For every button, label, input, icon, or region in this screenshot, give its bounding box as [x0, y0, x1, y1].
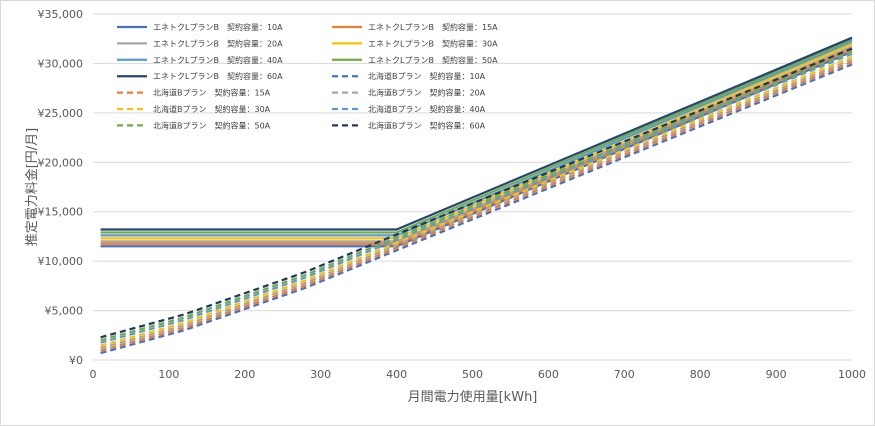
legend-label: 北海道Bプラン 契約容量：30A — [153, 104, 271, 114]
legend-label: 北海道Bプラン 契約容量：20A — [368, 88, 486, 98]
x-tick-label: 700 — [614, 368, 635, 381]
legend-label: 北海道Bプラン 契約容量：60A — [368, 120, 486, 130]
legend-label: 北海道Bプラン 契約容量：50A — [153, 120, 271, 130]
legend-label: 北海道Bプラン 契約容量：10A — [368, 71, 486, 81]
x-tick-label: 300 — [310, 368, 331, 381]
series-line-6 — [100, 36, 853, 231]
x-tick-label: 900 — [766, 368, 787, 381]
legend-label: エネトクLプランB 契約容量：50A — [368, 55, 498, 65]
series-line-9 — [100, 58, 853, 350]
series-line-10 — [100, 55, 853, 347]
y-tick-label: ¥35,000 — [38, 8, 84, 21]
x-tick-labels: 0 100 200 300 400 500 600 700 800 900 1000 — [90, 368, 867, 381]
legend-label: 北海道Bプラン 契約容量：40A — [368, 104, 486, 114]
x-tick-label: 1000 — [838, 368, 866, 381]
series-line-13 — [100, 47, 853, 339]
y-tick-label: ¥10,000 — [38, 255, 84, 268]
x-tick-label: 800 — [690, 368, 711, 381]
legend-label: エネトクLプランB 契約容量：60A — [153, 71, 283, 81]
y-tick-label: ¥0 — [69, 354, 83, 367]
legend-label: エネトクLプランB 契約容量：10A — [153, 22, 283, 32]
x-tick-label: 100 — [158, 368, 179, 381]
legend-label: エネトクLプランB 契約容量：15A — [368, 22, 498, 32]
x-tick-label: 0 — [90, 368, 97, 381]
legend-label: エネトクLプランB 契約容量：40A — [153, 55, 283, 65]
x-tick-label: 600 — [538, 368, 559, 381]
x-tick-label: 500 — [462, 368, 483, 381]
series-line-11 — [100, 52, 853, 344]
y-axis-title: 推定電力料金[円/月] — [24, 128, 40, 247]
legend-label: エネトクLプランB 契約容量：20A — [153, 38, 283, 48]
y-tick-label: ¥15,000 — [38, 206, 84, 219]
series-line-12 — [100, 50, 853, 342]
y-tick-label: ¥20,000 — [38, 156, 84, 169]
series-layer — [100, 36, 853, 355]
y-tick-label: ¥25,000 — [38, 107, 84, 120]
series-line-5 — [100, 38, 853, 234]
series-line-8 — [100, 60, 853, 352]
x-tick-label: 400 — [386, 368, 407, 381]
y-tick-labels: ¥0 ¥5,000 ¥10,000 ¥15,000 ¥20,000 ¥25,000 ¥30,… — [38, 8, 84, 367]
series-line-7 — [100, 63, 853, 355]
legend-label: 北海道Bプラン 契約容量：15A — [153, 88, 271, 98]
x-tick-label: 200 — [234, 368, 255, 381]
y-tick-label: ¥5,000 — [45, 305, 84, 318]
x-axis-title: 月間電力使用量[kWh] — [408, 389, 538, 405]
y-tick-label: ¥30,000 — [38, 57, 84, 70]
legend-label: エネトクLプランB 契約容量：30A — [368, 38, 498, 48]
legend: エネトクLプランB 契約容量：10A エネトクLプランB 契約容量：15A エネトク… — [117, 22, 498, 130]
